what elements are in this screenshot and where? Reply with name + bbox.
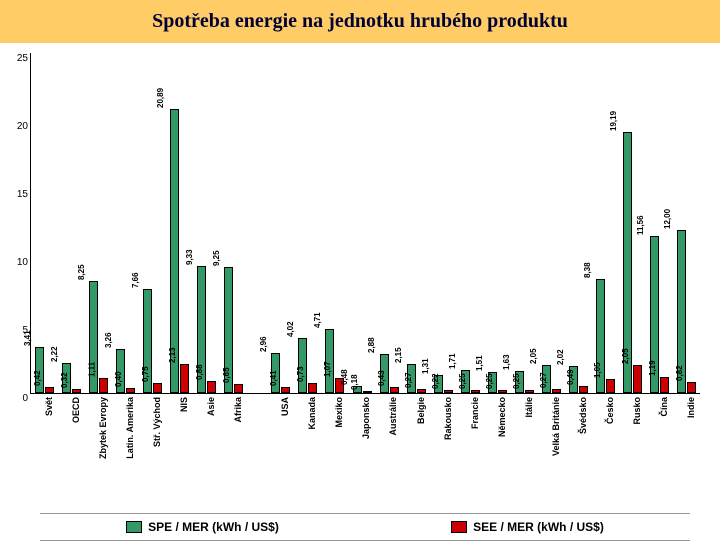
- bar-value: 1,63: [503, 354, 512, 370]
- legend: SPE / MER (kWh / US$) SEE / MER (kWh / U…: [40, 513, 690, 541]
- bar-value: 0,82: [675, 365, 684, 381]
- legend-swatch-see: [451, 521, 467, 533]
- bar-group: 9,330,88: [193, 266, 220, 393]
- bar-value: 0,65: [222, 368, 231, 384]
- bar-value: 12,00: [663, 209, 672, 229]
- bar: 2,13: [180, 364, 189, 393]
- bar-value: 1,51: [475, 356, 484, 372]
- bar-value: 0,49: [567, 370, 576, 386]
- bar-value: 0,25: [485, 373, 494, 389]
- legend-item-see: SEE / MER (kWh / US$): [451, 520, 604, 534]
- bar-value: 2,88: [367, 337, 376, 353]
- bar-group: 19,192,05: [619, 132, 646, 393]
- bar-value: 0,27: [404, 373, 413, 389]
- bar-value: 3,26: [104, 332, 113, 348]
- bar-value: 0,40: [114, 371, 123, 387]
- bar-value: 1,31: [421, 359, 430, 375]
- bar-value: 2,02: [557, 349, 566, 365]
- bar-group: 1,510,25: [484, 372, 511, 393]
- bar-group: 4,020,73: [294, 338, 321, 393]
- page-title: Spotřeba energie na jednotku hrubého pro…: [0, 0, 720, 43]
- bar-group: 0,480,18: [349, 386, 376, 393]
- bar: 0,82: [687, 382, 696, 393]
- bar: 0,25: [525, 390, 534, 393]
- bar: 1,19: [660, 377, 669, 393]
- bar-value: 7,66: [131, 272, 140, 288]
- bar: 0,27: [552, 389, 561, 393]
- bar-value: 0,32: [60, 372, 69, 388]
- bar: 0,73: [308, 383, 317, 393]
- bar-value: 9,25: [212, 251, 221, 267]
- bar-value: 0,18: [350, 374, 359, 390]
- bar-value: 2,13: [168, 347, 177, 363]
- bar-value: 0,41: [269, 371, 278, 387]
- bar-group: 11,561,19: [646, 236, 673, 393]
- bar-group: 12,000,82: [673, 230, 700, 393]
- bar: 2,05: [633, 365, 642, 393]
- bar-group: 2,960,41: [267, 353, 294, 393]
- bar-value: 19,19: [608, 111, 617, 131]
- legend-label-see: SEE / MER (kWh / US$): [473, 520, 604, 534]
- bar: 0,65: [234, 384, 243, 393]
- legend-item-spe: SPE / MER (kWh / US$): [126, 520, 279, 534]
- bar: 0,42: [45, 387, 54, 393]
- bar-value: 0,25: [458, 373, 467, 389]
- bar-value: 11,56: [636, 215, 645, 235]
- bar-group: 1,710,25: [457, 370, 484, 393]
- bar: 0,49: [579, 386, 588, 393]
- bar: 1,05: [606, 379, 615, 393]
- bar: 1,11: [99, 378, 108, 393]
- bar-value: 2,05: [530, 349, 539, 365]
- legend-swatch-spe: [126, 521, 142, 533]
- bar-value: 20,89: [156, 88, 165, 108]
- bar-value: 0,75: [141, 366, 150, 382]
- bar: 0,25: [471, 390, 480, 393]
- bar-value: 0,25: [513, 373, 522, 389]
- plot-area: 3,410,422,220,328,251,113,260,407,660,75…: [30, 53, 700, 394]
- bar-value: 2,22: [50, 346, 59, 362]
- bar-group: 2,220,32: [58, 363, 85, 393]
- bar: 0,41: [281, 387, 290, 393]
- bar-value: 8,25: [77, 264, 86, 280]
- bar-group: 9,250,65: [220, 267, 247, 393]
- bar-value: 1,71: [448, 353, 457, 369]
- bar: 0,40: [126, 388, 135, 393]
- bar: 0,22: [444, 390, 453, 393]
- bar-group: 3,260,40: [112, 349, 139, 393]
- bar: 0,32: [72, 389, 81, 393]
- bar-value: 4,02: [286, 322, 295, 338]
- bar: 0,27: [417, 389, 426, 393]
- bar-value: 0,88: [195, 364, 204, 380]
- bar-value: 1,11: [87, 362, 96, 377]
- bar-group: 8,381,05: [592, 279, 619, 393]
- bar-value: 2,05: [621, 349, 630, 365]
- bar-group: 1,310,22: [430, 375, 457, 393]
- bar-value: 0,27: [540, 373, 549, 389]
- bar-group: 2,050,27: [538, 365, 565, 393]
- bar-value: 2,96: [259, 336, 268, 352]
- legend-label-spe: SPE / MER (kWh / US$): [148, 520, 279, 534]
- bar-value: 2,15: [394, 347, 403, 363]
- bar-value: 0,73: [296, 367, 305, 383]
- bar-value: 1,05: [594, 362, 603, 378]
- bar-value: 0,22: [431, 373, 440, 389]
- bar-value: 3,41: [23, 330, 32, 346]
- bar-group: 2,020,49: [565, 366, 592, 393]
- bar-group: 1,630,25: [511, 371, 538, 393]
- chart-area: 0510152025 3,410,422,220,328,251,113,260…: [30, 53, 700, 433]
- bar-value: 0,43: [377, 371, 386, 387]
- bar: 0,25: [498, 390, 507, 393]
- bar-value: 9,33: [185, 250, 194, 266]
- bar-group: 7,660,75: [139, 289, 166, 393]
- bar: 0,75: [153, 383, 162, 393]
- bar-value: 1,07: [323, 362, 332, 378]
- bar-value: 8,38: [584, 262, 593, 278]
- bar-value: 4,71: [313, 312, 322, 328]
- bar-value: 0,42: [33, 371, 42, 387]
- bar-value: 1,19: [648, 360, 657, 376]
- bar: 0,88: [207, 381, 216, 393]
- bar-value: 0,48: [340, 370, 349, 386]
- bar: 0,18: [363, 391, 372, 393]
- bar: 0,43: [390, 387, 399, 393]
